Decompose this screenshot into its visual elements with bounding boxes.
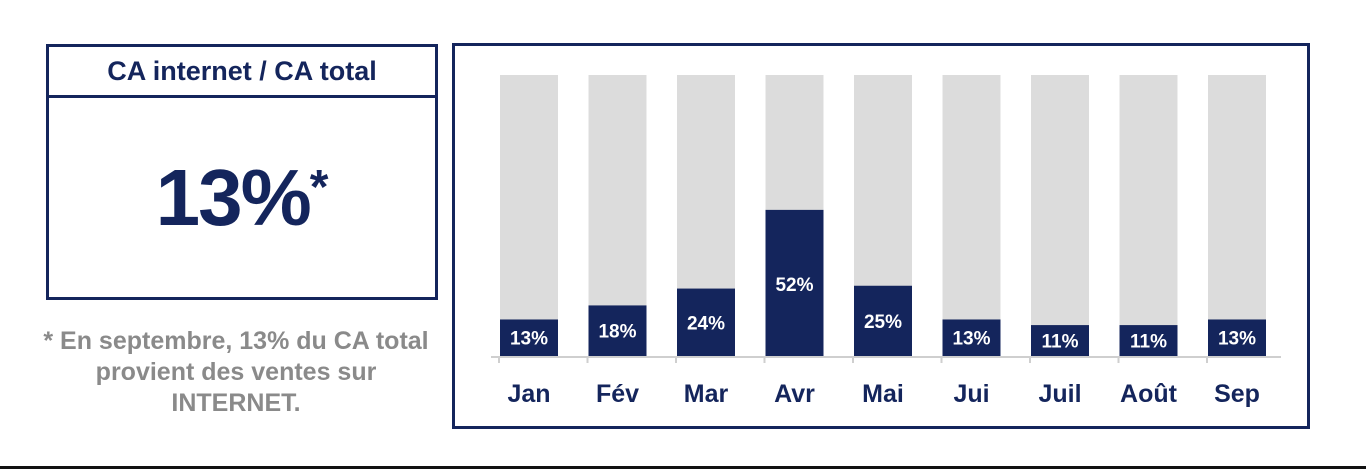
bar-value-label: 11% <box>1042 332 1079 353</box>
chart-panel: 13% Jan 18% Fév 24% Mar 52% Avr 25% Mai 13% Jui 11% J… <box>452 43 1310 429</box>
bar-track <box>1119 75 1178 356</box>
bar-value-label: 18% <box>598 322 636 343</box>
kpi-value: 13% <box>155 152 312 242</box>
bar-value-label: 13% <box>510 329 548 350</box>
kpi-value-container: 13% * <box>49 98 435 297</box>
bar-track <box>942 75 1001 356</box>
kpi-card: CA internet / CA total 13% * <box>46 44 438 300</box>
bar <box>1031 325 1089 356</box>
bar-value-label: 24% <box>687 313 725 334</box>
bar-value-label: 13% <box>1218 329 1256 350</box>
bar-chart: 13% Jan 18% Fév 24% Mar 52% Avr 25% Mai 13% Jui 11% J… <box>491 75 1281 408</box>
bar-value-label: 52% <box>775 275 813 296</box>
bar <box>765 209 824 356</box>
x-tick-label: Juil <box>1038 380 1081 408</box>
footnote: * En septembre, 13% du CA total provient… <box>43 327 429 417</box>
kpi-title: CA internet / CA total <box>49 47 435 98</box>
x-tick-label: Mar <box>684 380 729 408</box>
bar <box>500 319 558 356</box>
x-tick-label: Mai <box>862 380 904 408</box>
x-tick-label: Jan <box>507 380 550 408</box>
x-tick-label: Jui <box>953 380 989 408</box>
bar <box>588 305 647 356</box>
x-tick-label: Avr <box>774 380 815 408</box>
bar-track <box>500 75 558 356</box>
bar-track <box>1031 75 1089 356</box>
bar <box>854 285 912 356</box>
bar-value-label: 13% <box>952 329 990 350</box>
bar <box>677 288 735 356</box>
bar-value-label: 11% <box>1130 332 1167 353</box>
x-tick-label: Août <box>1120 380 1178 408</box>
kpi-footnote-marker: * <box>309 161 329 214</box>
bar-track <box>1208 75 1266 356</box>
x-tick-label: Fév <box>596 380 639 408</box>
bar <box>1208 319 1266 356</box>
bottom-divider <box>0 466 1366 469</box>
x-tick-label: Sep <box>1214 380 1260 408</box>
bar <box>1119 325 1178 356</box>
bar-value-label: 25% <box>864 312 902 333</box>
bar <box>942 319 1001 356</box>
